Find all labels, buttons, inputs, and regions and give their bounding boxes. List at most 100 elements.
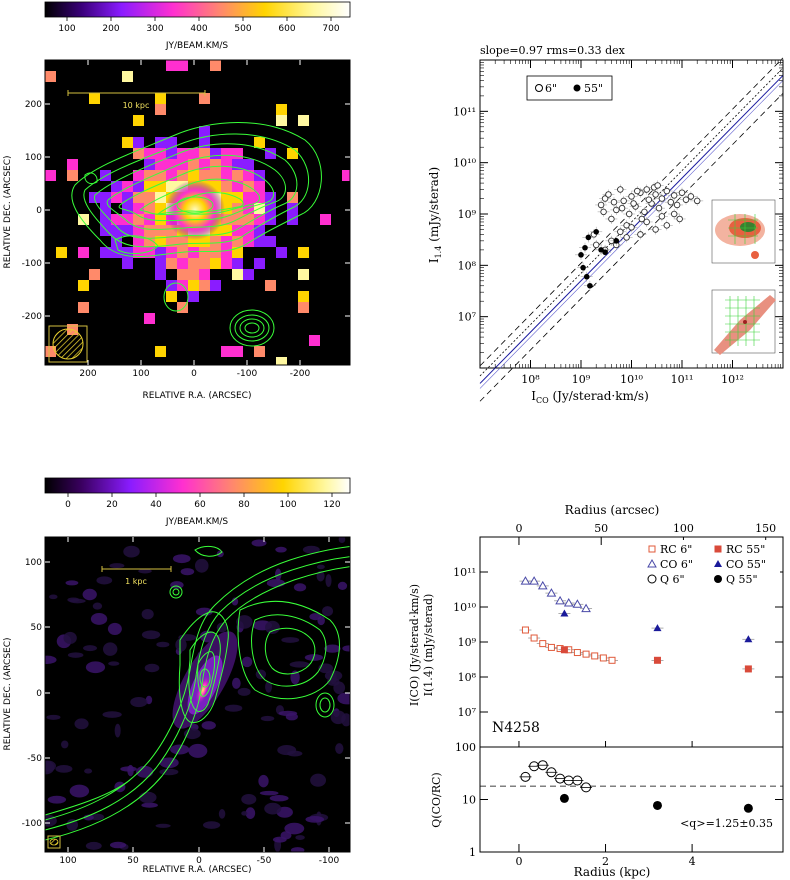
rc-6-point bbox=[591, 652, 599, 660]
image-pixel bbox=[111, 181, 122, 192]
emission-blob bbox=[156, 641, 170, 648]
rc-6-point bbox=[547, 643, 555, 651]
emission-blob bbox=[96, 576, 113, 585]
top-tick-label: 150 bbox=[755, 522, 776, 535]
legend-filled-circle-icon bbox=[573, 84, 581, 92]
image-pixel bbox=[210, 170, 221, 181]
scatter-ticks: 10⁸ 10⁹ 10¹⁰ 10¹¹ 10¹² 10⁷ 10⁸ 10⁹ 10¹⁰ 10¹¹ bbox=[453, 60, 783, 386]
y-tick-label: 10 bbox=[462, 794, 476, 807]
emission-blob bbox=[342, 645, 350, 652]
image-bottom-emission bbox=[45, 537, 350, 852]
colorbar-tick-label: 40 bbox=[150, 500, 162, 510]
image-top-ticks: 200 100 0 -100 -200 200 100 0 -100 -200 bbox=[22, 60, 350, 379]
image-pixel bbox=[122, 181, 133, 192]
colorbar-tick-label: 200 bbox=[102, 24, 119, 34]
open-circle-point bbox=[600, 208, 607, 216]
y-tick-label: 10¹⁰ bbox=[453, 157, 476, 170]
profile-upper-ylabel-1: I(CO) (Jy/sterad·km/s) bbox=[408, 584, 421, 706]
image-pixel bbox=[155, 269, 166, 280]
emission-blob bbox=[84, 768, 93, 774]
image-pixel bbox=[100, 247, 111, 258]
image-pixel bbox=[133, 247, 144, 258]
co-6-point bbox=[546, 588, 557, 597]
open-circle-point bbox=[618, 204, 626, 212]
emission-blob bbox=[242, 656, 253, 668]
image-pixel bbox=[210, 280, 221, 291]
filled-circle-point bbox=[583, 273, 590, 280]
emission-blob bbox=[65, 580, 79, 586]
emission-blob bbox=[266, 578, 286, 588]
profile-legend: RC 6" RC 55" CO 6" CO 55" Q 6" Q 55" bbox=[643, 540, 780, 590]
colorbar-tick-label: 60 bbox=[194, 500, 206, 510]
emission-blob bbox=[130, 696, 148, 708]
open-circle-point bbox=[652, 191, 659, 198]
top-left-ylabel: RELATIVE DEC. (ARCSEC) bbox=[3, 155, 13, 268]
x-tick-label: 10¹¹ bbox=[671, 373, 694, 386]
legend-label: CO 6" bbox=[660, 558, 693, 571]
emission-blob bbox=[85, 661, 106, 674]
emission-blob bbox=[255, 669, 267, 680]
image-pixel bbox=[243, 170, 254, 181]
bright-core bbox=[165, 180, 225, 240]
x-tick-label: 0 bbox=[191, 369, 197, 379]
legend-box bbox=[643, 540, 780, 590]
beam-box-top bbox=[48, 325, 88, 363]
y-tick-label: 10⁸ bbox=[458, 259, 477, 272]
emission-blob bbox=[216, 622, 228, 633]
image-pixel bbox=[188, 236, 199, 247]
emission-blob bbox=[324, 644, 341, 653]
image-pixel bbox=[232, 170, 243, 181]
filled-circle-point bbox=[585, 234, 592, 241]
open-circle-point bbox=[673, 201, 681, 209]
image-pixel bbox=[155, 214, 166, 225]
image-pixel bbox=[210, 148, 221, 159]
image-pixel bbox=[45, 346, 56, 357]
y-tick-label: 10⁸ bbox=[458, 671, 477, 684]
y-tick-label: 10¹⁰ bbox=[453, 601, 476, 614]
image-pixel bbox=[166, 291, 177, 302]
emission-blob bbox=[201, 721, 216, 730]
y-tick-label: 200 bbox=[25, 100, 42, 110]
emission-blob bbox=[107, 622, 122, 635]
image-pixel bbox=[177, 148, 188, 159]
open-circle-point bbox=[628, 224, 635, 231]
emission-blob bbox=[237, 687, 251, 696]
colorbar-tick-label: 300 bbox=[146, 24, 163, 34]
q-55-point bbox=[652, 800, 662, 810]
image-pixel bbox=[254, 346, 265, 357]
image-pixel bbox=[254, 236, 265, 247]
profile-lower-frame bbox=[479, 746, 784, 853]
open-circle-point bbox=[613, 206, 620, 214]
filled-circle-point bbox=[593, 229, 600, 235]
emission-blob bbox=[265, 620, 280, 634]
image-pixel bbox=[133, 137, 144, 148]
scale-bar-bottom-label: 1 kpc bbox=[125, 577, 147, 586]
image-pixel bbox=[133, 181, 144, 192]
image-pixel bbox=[166, 159, 177, 170]
image-pixel bbox=[254, 214, 265, 225]
co-55-point bbox=[560, 609, 569, 617]
open-circle-point bbox=[625, 210, 633, 218]
colorbar-bottom-label: JY/BEAM.KM/S bbox=[165, 517, 229, 527]
y-tick-label: 10¹¹ bbox=[453, 105, 476, 118]
emission-blob bbox=[144, 663, 160, 673]
image-pixel bbox=[155, 247, 166, 258]
one-to-one-line bbox=[479, 67, 784, 377]
emission-blob bbox=[55, 765, 73, 773]
co-6-point bbox=[529, 576, 539, 585]
x-tick-label: 10⁸ bbox=[521, 373, 540, 386]
image-pixel bbox=[199, 148, 210, 159]
filled-circle-point bbox=[582, 244, 588, 251]
image-pixel bbox=[144, 247, 155, 258]
open-circle-point bbox=[643, 186, 650, 193]
emission-blob bbox=[218, 809, 226, 819]
top-right-panel: slope=0.97 rms=0.33 dex 10⁸ 10⁹ 10¹⁰ 10¹¹ 10… bbox=[427, 44, 784, 405]
colorbar-bottom bbox=[44, 477, 351, 494]
open-circle-point bbox=[658, 213, 666, 220]
image-pixel bbox=[265, 236, 276, 247]
emission-blob bbox=[194, 558, 209, 573]
image-pixel bbox=[243, 214, 254, 225]
open-circle-point bbox=[658, 195, 666, 202]
colorbar-tick-label: 0 bbox=[65, 500, 71, 510]
